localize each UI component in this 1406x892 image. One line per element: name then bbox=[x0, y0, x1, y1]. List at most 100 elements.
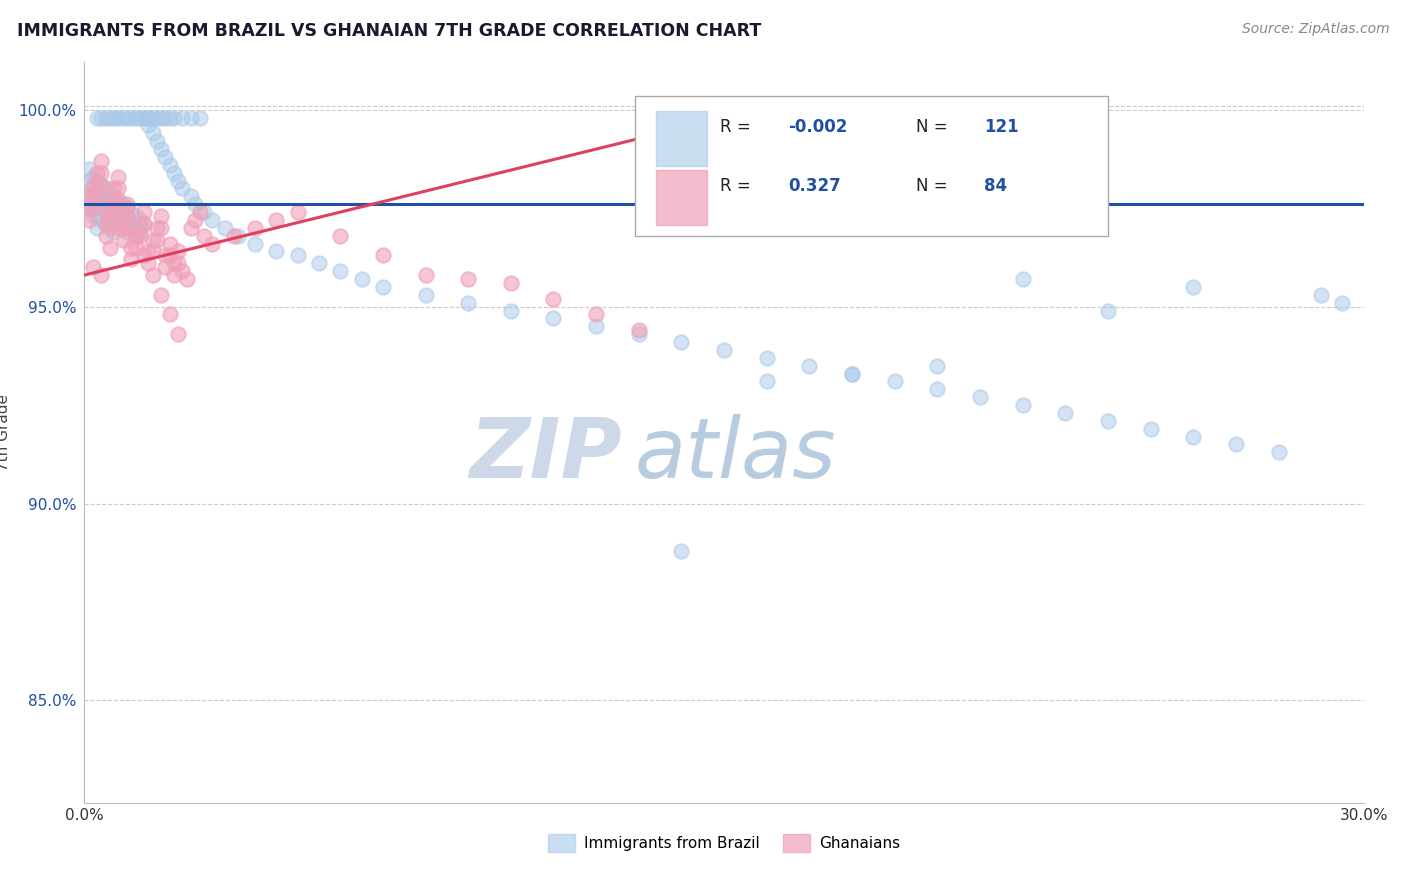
Point bbox=[1011, 272, 1033, 286]
Point bbox=[90, 189, 112, 203]
Point bbox=[1331, 295, 1354, 310]
Point bbox=[188, 205, 211, 219]
Point bbox=[142, 268, 165, 282]
Point bbox=[159, 248, 181, 262]
Point bbox=[457, 295, 479, 310]
Point bbox=[107, 217, 129, 231]
Point bbox=[98, 217, 121, 231]
Text: 121: 121 bbox=[984, 118, 1018, 136]
Point bbox=[77, 201, 100, 215]
Point bbox=[180, 220, 202, 235]
Point bbox=[150, 111, 173, 125]
Point bbox=[107, 205, 129, 219]
Point bbox=[671, 334, 693, 349]
Point bbox=[543, 311, 565, 326]
Point bbox=[841, 367, 863, 381]
Text: Source: ZipAtlas.com: Source: ZipAtlas.com bbox=[1241, 22, 1389, 37]
Y-axis label: 7th Grade: 7th Grade bbox=[0, 394, 11, 471]
Point bbox=[107, 194, 129, 208]
Point bbox=[120, 111, 142, 125]
Point bbox=[128, 217, 150, 231]
Point bbox=[193, 228, 215, 243]
Point bbox=[146, 233, 169, 247]
Bar bbox=[657, 169, 707, 226]
Point bbox=[77, 213, 100, 227]
Point bbox=[115, 111, 138, 125]
Point bbox=[120, 252, 142, 267]
Point bbox=[103, 189, 125, 203]
Point bbox=[163, 111, 186, 125]
Point bbox=[142, 244, 165, 259]
Point bbox=[128, 213, 150, 227]
Point bbox=[107, 194, 129, 208]
Point bbox=[172, 181, 194, 195]
Point bbox=[1097, 303, 1119, 318]
Point bbox=[146, 134, 169, 148]
Point bbox=[82, 181, 104, 195]
Point bbox=[107, 220, 129, 235]
Point bbox=[98, 240, 121, 254]
Point bbox=[82, 169, 104, 184]
Point bbox=[188, 111, 211, 125]
Point bbox=[94, 194, 117, 208]
Point bbox=[124, 209, 146, 223]
Point bbox=[264, 213, 288, 227]
Point bbox=[883, 375, 905, 389]
Point bbox=[115, 220, 138, 235]
Point bbox=[94, 111, 117, 125]
Point bbox=[111, 111, 134, 125]
Point bbox=[132, 248, 155, 262]
Point bbox=[755, 375, 778, 389]
Point bbox=[193, 205, 215, 219]
Point bbox=[86, 173, 108, 187]
Point bbox=[132, 205, 155, 219]
Point bbox=[77, 161, 100, 176]
Point bbox=[98, 186, 121, 200]
Point bbox=[159, 308, 181, 322]
Point bbox=[86, 220, 108, 235]
Point bbox=[98, 220, 121, 235]
Point bbox=[124, 220, 146, 235]
Point bbox=[111, 220, 134, 235]
Point bbox=[1310, 287, 1333, 301]
Point bbox=[243, 236, 266, 251]
Point bbox=[167, 256, 190, 270]
Point bbox=[184, 197, 207, 211]
Point bbox=[82, 194, 104, 208]
Bar bbox=[657, 111, 707, 166]
Point bbox=[184, 213, 207, 227]
Text: 84: 84 bbox=[984, 178, 1007, 195]
Point bbox=[103, 205, 125, 219]
Point bbox=[180, 189, 202, 203]
Point bbox=[264, 244, 288, 259]
Point bbox=[155, 260, 177, 275]
Point bbox=[927, 359, 949, 373]
Point bbox=[124, 228, 146, 243]
Point bbox=[671, 543, 693, 558]
Point bbox=[138, 244, 160, 259]
Point bbox=[499, 303, 522, 318]
Point bbox=[159, 158, 181, 172]
Point bbox=[128, 225, 150, 239]
Point bbox=[77, 173, 100, 187]
Point bbox=[90, 201, 112, 215]
Point bbox=[128, 228, 150, 243]
Point bbox=[132, 217, 155, 231]
Point bbox=[94, 205, 117, 219]
Point bbox=[167, 173, 190, 187]
Point bbox=[415, 287, 437, 301]
Point bbox=[124, 111, 146, 125]
Point bbox=[329, 228, 352, 243]
Point bbox=[98, 205, 121, 219]
Point bbox=[90, 268, 112, 282]
Point bbox=[138, 256, 160, 270]
Point bbox=[167, 327, 190, 342]
Point bbox=[371, 248, 394, 262]
Point bbox=[82, 178, 104, 192]
Point bbox=[111, 209, 134, 223]
Point bbox=[98, 194, 121, 208]
Point bbox=[86, 209, 108, 223]
Point bbox=[124, 228, 146, 243]
Point bbox=[585, 319, 607, 334]
Point bbox=[98, 209, 121, 223]
